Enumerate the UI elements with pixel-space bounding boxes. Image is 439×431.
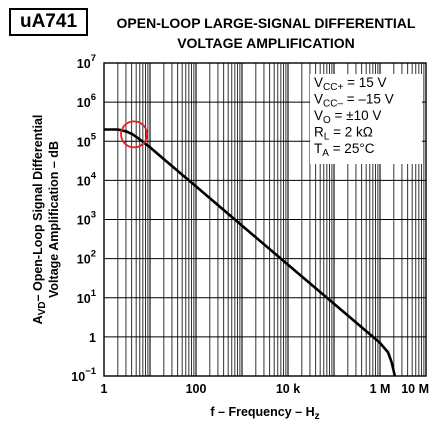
condition-symbol: V [314, 75, 323, 90]
y-axis-label-line1: AVD– Open-Loop Signal Differential [31, 115, 48, 325]
y-tick-base: 1 [89, 331, 96, 345]
y-tick-exponent: 1 [91, 288, 97, 299]
plot-frame [103, 62, 427, 377]
x-axis-text: f – Frequency – H [210, 405, 314, 419]
y-axis-label-text2: Voltage Amplification – dB [47, 141, 61, 298]
condition-symbol: R [314, 125, 324, 140]
condition-text: RL = 2 kΩ [314, 125, 373, 143]
y-tick-exponent: 2 [91, 249, 96, 260]
condition-symbol: T [314, 141, 322, 156]
y-tick-base: 10 [77, 253, 91, 267]
y-tick-label: 104 [77, 170, 97, 188]
y-tick-label: 101 [77, 288, 97, 306]
y-tick-base: 10 [77, 174, 91, 188]
y-axis-symbol: A [31, 315, 45, 324]
part-number: uA741 [19, 11, 78, 32]
condition-value: = 25°C [329, 141, 375, 156]
y-tick-label: 106 [77, 92, 96, 110]
grid [104, 63, 426, 376]
x-tick-label: 10 M [401, 382, 429, 396]
x-axis-label-text: f – Frequency – Hz [210, 405, 319, 422]
conditions-background [310, 74, 422, 164]
y-tick-base: 10 [77, 214, 91, 228]
condition-text: VO = ±10 V [314, 108, 381, 126]
y-tick-label: 1 [89, 331, 96, 345]
y-tick-base: 10 [77, 57, 91, 71]
condition-value: = –15 V [343, 92, 394, 107]
y-tick-base: 10 [77, 96, 91, 110]
condition-subscript: L [324, 132, 330, 143]
condition-value: = 15 V [343, 75, 386, 90]
condition-text: VCC– = –15 V [314, 92, 394, 110]
x-tick-label: 1 [101, 382, 108, 396]
condition-symbol: V [314, 92, 323, 107]
x-tick-label: 1 M [370, 382, 391, 396]
condition-subscript: CC+ [323, 82, 343, 93]
y-tick-base: 10 [71, 370, 85, 384]
condition-value: = 2 kΩ [329, 125, 373, 140]
y-tick-exponent: −1 [85, 366, 97, 377]
chart-title-line2: VOLTAGE AMPLIFICATION [177, 35, 355, 51]
y-axis-label-text1: AVD– Open-Loop Signal Differential [31, 115, 48, 325]
chart-title: OPEN-LOOP LARGE-SIGNAL DIFFERENTIAL VOLT… [96, 13, 436, 53]
x-tick-label: 100 [186, 382, 207, 396]
y-tick-label: 102 [77, 249, 96, 267]
y-tick-label: 107 [77, 53, 96, 71]
y-tick-label: 105 [77, 131, 97, 149]
part-number-badge: uA741 [9, 8, 88, 36]
y-tick-base: 10 [77, 292, 91, 306]
condition-text: TA = 25°C [314, 141, 375, 159]
gain-curve [104, 128, 397, 377]
y-tick-base: 10 [77, 135, 91, 149]
condition-subscript: CC– [323, 99, 343, 110]
y-axis-label-line2: Voltage Amplification – dB [47, 141, 61, 298]
y-tick-exponent: 3 [91, 210, 96, 221]
condition-text: VCC+ = 15 V [314, 75, 386, 93]
highlight-circle [120, 120, 148, 149]
y-tick-label: 10−1 [71, 366, 96, 384]
y-tick-label: 103 [77, 210, 96, 228]
y-tick-exponent: 5 [91, 131, 97, 142]
x-tick-label: 10 k [276, 382, 300, 396]
y-tick-exponent: 7 [91, 53, 96, 64]
y-axis-subscript: VD [37, 301, 48, 315]
y-tick-exponent: 6 [91, 92, 96, 103]
y-axis-label: AVD– Open-Loop Signal Differential Voltag… [31, 115, 61, 325]
x-axis-subscript: z [315, 411, 320, 422]
y-tick-exponent: 4 [91, 170, 97, 181]
condition-subscript: A [322, 148, 329, 159]
condition-symbol: V [314, 108, 323, 123]
condition-value: = ±10 V [331, 108, 382, 123]
x-axis-label: f – Frequency – Hz [210, 405, 319, 422]
x-tick-labels: 1 100 10 k 1 M 10 M [101, 382, 429, 396]
y-axis-text: – Open-Loop Signal Differential [31, 115, 45, 302]
chart-title-line1: OPEN-LOOP LARGE-SIGNAL DIFFERENTIAL [116, 15, 416, 31]
condition-subscript: O [323, 115, 331, 126]
